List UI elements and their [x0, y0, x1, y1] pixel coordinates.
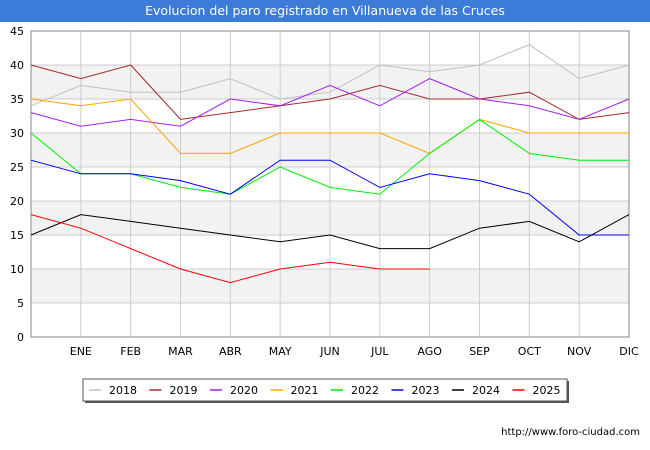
x-tick-label: JUL	[370, 345, 389, 358]
plot-frame	[30, 30, 630, 338]
y-tick-label: 5	[17, 297, 24, 310]
x-tick-label: OCT	[518, 345, 541, 358]
series-line-2025	[30, 214, 430, 284]
y-tick-label: 15	[10, 229, 24, 242]
y-tick-label: 40	[10, 59, 24, 72]
legend-label-2024: 2024	[472, 384, 500, 397]
legend-label-2020: 2020	[230, 384, 258, 397]
y-tick-label: 0	[17, 331, 24, 344]
y-axis-ticks: 0 5 10 15 20 25 30 35 40 45	[10, 25, 24, 344]
series-lines	[30, 44, 630, 284]
x-tick-label: JUN	[319, 345, 340, 358]
series-line-2024	[30, 214, 630, 250]
y-tick-label: 35	[10, 93, 24, 106]
legend: 2018 2019 2020 2021 2022 2023 2024 2025	[82, 378, 569, 403]
series-line-2021	[30, 98, 629, 154]
credit-text: http://www.foro-ciudad.com	[501, 427, 640, 438]
legend-label-2018: 2018	[109, 384, 137, 397]
legend-label-2025: 2025	[533, 384, 561, 397]
y-tick-label: 45	[10, 25, 24, 38]
x-tick-label: ABR	[219, 345, 242, 358]
x-tick-label: SEP	[469, 345, 490, 358]
x-tick-label: DIC	[619, 345, 639, 358]
y-tick-label: 30	[10, 127, 24, 140]
y-tick-label: 10	[10, 263, 24, 276]
x-tick-label: NOV	[567, 345, 592, 358]
chart-title: Evolucion del paro registrado en Villanu…	[0, 0, 650, 22]
series-line-2020	[30, 78, 630, 127]
x-tick-label: ENE	[70, 345, 92, 358]
legend-label-2021: 2021	[291, 384, 319, 397]
y-tick-label: 20	[10, 195, 24, 208]
legend-label-2022: 2022	[351, 384, 379, 397]
series-line-2019	[30, 64, 630, 120]
x-tick-label: FEB	[120, 345, 141, 358]
x-tick-label: AGO	[417, 345, 442, 358]
legend-box	[82, 378, 568, 402]
series-line-2023	[30, 159, 629, 236]
legend-label-2019: 2019	[170, 384, 198, 397]
x-axis-ticks: ENE FEB MAR ABR MAY JUN JUL AGO SEP OCT NOV DIC	[70, 345, 639, 358]
x-tick-label: MAR	[168, 345, 193, 358]
y-tick-label: 25	[10, 161, 24, 174]
legend-label-2023: 2023	[412, 384, 440, 397]
series-line-2018	[30, 44, 630, 107]
x-tick-label: MAY	[269, 345, 292, 358]
